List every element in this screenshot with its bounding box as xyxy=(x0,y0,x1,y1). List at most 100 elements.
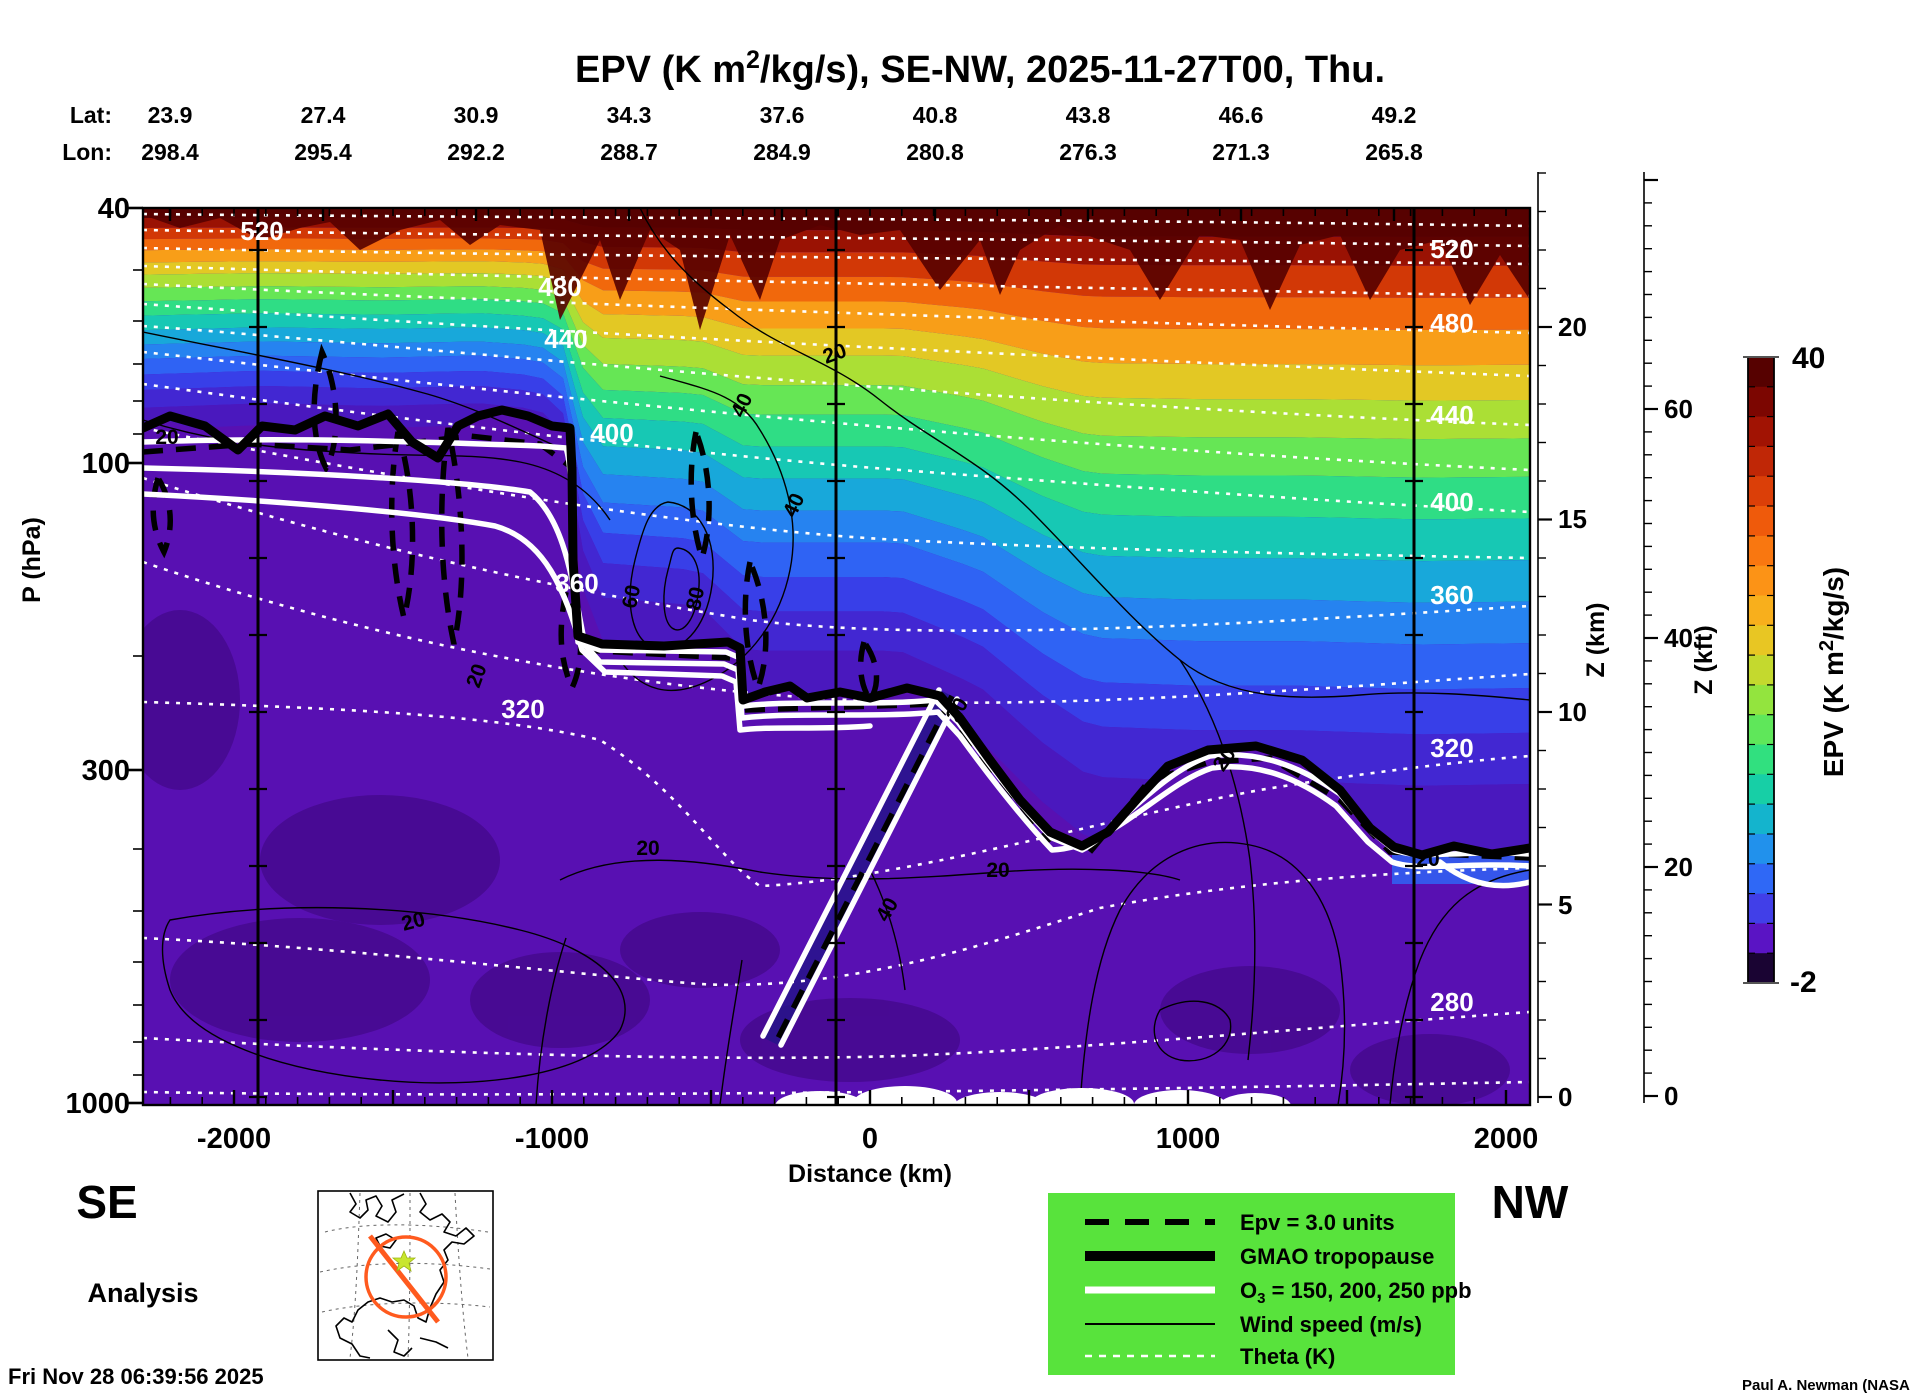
map-content xyxy=(319,1192,491,1359)
lon-tick: 284.9 xyxy=(753,139,811,165)
reference-lines xyxy=(249,208,1423,1105)
nw-end-label: NW xyxy=(1492,1176,1569,1228)
distance-tick-label: 2000 xyxy=(1474,1123,1539,1155)
pressure-tick-label: 1000 xyxy=(65,1088,130,1120)
theta-contour-label: 400 xyxy=(1430,487,1473,517)
colorbar-segment xyxy=(1748,506,1774,537)
theta-contour-label: 360 xyxy=(555,568,598,598)
zkm-tick-label: 5 xyxy=(1558,890,1572,920)
theta-contour-label: 440 xyxy=(1430,400,1473,430)
theta-contours xyxy=(143,212,1530,1096)
colorbar-segment xyxy=(1748,684,1774,716)
legend-label-epv: Epv = 3.0 units xyxy=(1240,1210,1395,1235)
colorbar-segment xyxy=(1748,804,1774,835)
map-cross-section-line xyxy=(368,1234,440,1324)
distance-axis-title: Distance (km) xyxy=(788,1160,952,1188)
axis-ticks xyxy=(127,206,1508,1105)
zkft-tick-label: 20 xyxy=(1664,852,1693,882)
analysis-label: Analysis xyxy=(87,1278,198,1308)
theta-contour-label: 520 xyxy=(1430,234,1473,264)
zkm-tick-label: 20 xyxy=(1558,312,1587,342)
lat-tick: 43.8 xyxy=(1066,102,1111,128)
lat-tick: 34.3 xyxy=(607,102,652,128)
colorbar-segment xyxy=(1748,863,1774,895)
colorbar-segment xyxy=(1748,834,1774,865)
colorbar-segment xyxy=(1748,595,1774,626)
lat-tick: 49.2 xyxy=(1372,102,1417,128)
colorbar-segment xyxy=(1748,744,1774,775)
lat-tick: 46.6 xyxy=(1219,102,1264,128)
tropopause-fold-streak xyxy=(762,689,958,1047)
lat-tick: 27.4 xyxy=(301,102,346,128)
epv-band xyxy=(143,355,1530,690)
lon-tick: 280.8 xyxy=(906,139,964,165)
distance-tick-label: -2000 xyxy=(197,1123,271,1155)
theta-contour-label: 440 xyxy=(544,324,587,354)
pressure-tick-label: 300 xyxy=(82,755,130,787)
legend-label-ozone: O3 = 150, 200, 250 ppb xyxy=(1240,1278,1472,1307)
zkm-axis-title: Z (km) xyxy=(1582,603,1610,678)
surface-cutouts xyxy=(775,1086,1291,1105)
theta-contour-label: 280 xyxy=(1430,987,1473,1017)
map-station-star xyxy=(391,1249,417,1272)
colorbar-segment xyxy=(1748,535,1774,567)
wind-contour-label: 20 xyxy=(1416,848,1439,871)
pressure-tick-label: 100 xyxy=(82,448,130,480)
epv-band xyxy=(143,370,1530,735)
colorbar-segment xyxy=(1748,714,1774,746)
page-title: EPV (K m2/kg/s), SE-NW, 2025-11-27T00, T… xyxy=(575,46,1385,91)
wind-contour-label: 60 xyxy=(618,583,645,611)
wind-contour-label: 80 xyxy=(682,585,709,613)
zkm-tick-label: 15 xyxy=(1558,504,1587,534)
lon-tick: 298.4 xyxy=(141,139,199,165)
credit: Paul A. Newman (NASA xyxy=(1742,1377,1910,1394)
pressure-axis-title: P (hPa) xyxy=(18,517,46,603)
legend-label-tropopause: GMAO tropopause xyxy=(1240,1244,1434,1269)
colorbar-segment xyxy=(1748,446,1774,477)
epv-band xyxy=(143,286,1530,478)
timestamp: Fri Nov 28 06:39:56 2025 xyxy=(8,1364,264,1389)
colorbar-segment xyxy=(1748,357,1774,388)
zkft-axis-title: Z (kft) xyxy=(1690,625,1718,694)
colorbar-segments xyxy=(1748,357,1774,984)
lat-tick: 23.9 xyxy=(148,102,193,128)
theta-contour-label: 480 xyxy=(1430,308,1473,338)
altitude-rulers: 20 15 10 5 0 Z (km) 60 40 20 0 Z (kft) xyxy=(1537,172,1718,1112)
zkm-tick-label: 10 xyxy=(1558,697,1587,727)
lat-tick: 40.8 xyxy=(913,102,958,128)
colorbar-segment xyxy=(1748,386,1774,418)
colorbar-segment xyxy=(1748,416,1774,447)
lon-tick: 265.8 xyxy=(1365,139,1423,165)
wind-contour-label: 20 xyxy=(155,426,178,449)
top-axis-latitude-row: Lat: 23.9 27.4 30.9 34.3 37.6 40.8 43.8 … xyxy=(70,102,1417,128)
colorbar-segment xyxy=(1748,625,1774,656)
legend-label-theta: Theta (K) xyxy=(1240,1344,1335,1369)
coastline xyxy=(387,1329,413,1357)
epv-band xyxy=(143,299,1530,520)
distance-axis: -2000 -1000 0 1000 2000 Distance (km) xyxy=(197,1123,1538,1188)
colorbar: 40 -2 EPV (K m2/kg/s) xyxy=(1743,342,1849,999)
se-end-label: SE xyxy=(76,1176,137,1228)
lon-tick: 295.4 xyxy=(294,139,352,165)
lat-tick: 30.9 xyxy=(454,102,499,128)
lon-tick: 276.3 xyxy=(1059,139,1117,165)
colorbar-title: EPV (K m2/kg/s) xyxy=(1816,567,1849,777)
distance-tick-label: -1000 xyxy=(515,1123,589,1155)
zkm-tick-label: 0 xyxy=(1558,1082,1572,1112)
theta-contour-label: 320 xyxy=(501,694,544,724)
map-inset xyxy=(317,1190,494,1361)
colorbar-segment xyxy=(1748,774,1774,805)
colorbar-segment xyxy=(1748,953,1774,984)
lat-header: Lat: xyxy=(70,102,112,128)
colorbar-segment xyxy=(1748,655,1774,686)
legend-label-wind: Wind speed (m/s) xyxy=(1240,1312,1422,1337)
wind-contour-label: 20 xyxy=(636,837,659,860)
stratosphere-plumes xyxy=(143,208,1530,330)
ozone-contours xyxy=(143,437,1530,1048)
gmao-tropopause-line xyxy=(143,405,1530,860)
epv-band xyxy=(143,313,1530,562)
wind-contour-label: 20 xyxy=(986,859,1009,882)
